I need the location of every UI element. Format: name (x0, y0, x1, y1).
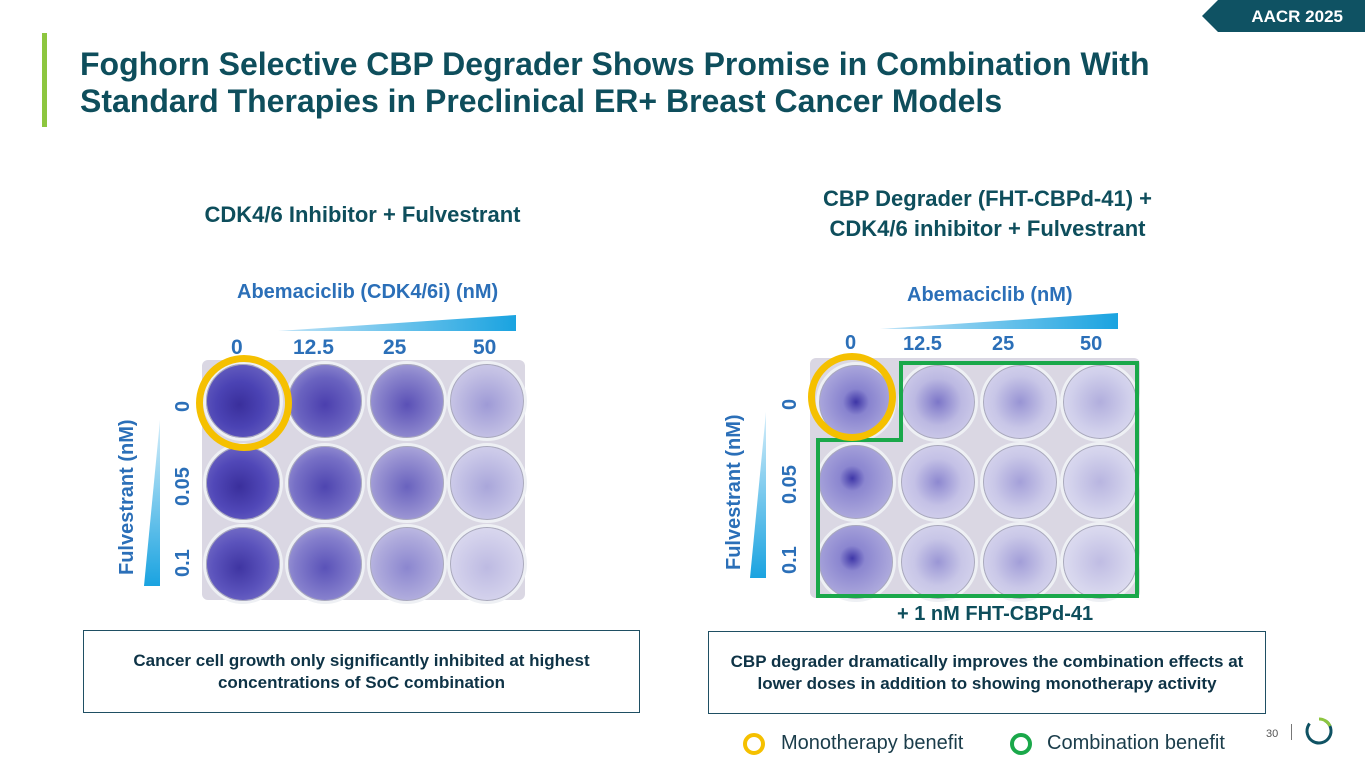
right-x-gradient-wedge (880, 313, 1118, 329)
combo-dose-label: + 1 nM FHT-CBPd-41 (897, 603, 1094, 625)
well-image (980, 442, 1060, 522)
well-image (898, 362, 978, 442)
left-x-axis-label: Abemaciclib (CDK4/6i) (nM) (237, 281, 499, 303)
left-y-tick: 0.05 (172, 467, 194, 506)
left-x-tick: 0 (231, 336, 243, 359)
well-image (447, 361, 527, 441)
mono-legend-ring (743, 733, 765, 755)
left-y-tick: 0.1 (172, 549, 194, 577)
well-image (980, 522, 1060, 602)
well-image (285, 524, 365, 604)
well-image (447, 443, 527, 523)
page-title: Foghorn Selective CBP Degrader Shows Pro… (80, 46, 1150, 119)
well-image (898, 522, 978, 602)
mono-legend-label: Monotherapy benefit (781, 732, 964, 754)
title-accent-bar (42, 33, 47, 127)
well-image (447, 524, 527, 604)
well-image (898, 442, 978, 522)
right-x-tick: 50 (1080, 333, 1103, 355)
well-image (285, 443, 365, 523)
conference-tag-label: AACR 2025 (1251, 7, 1343, 26)
monotherapy-highlight-ring (808, 353, 896, 441)
left-x-gradient-wedge (278, 315, 516, 331)
right-y-tick: 0.1 (779, 546, 801, 574)
right-caption-text: CBP degrader dramatically improves the c… (730, 651, 1244, 693)
well-image (816, 442, 896, 522)
well-image (285, 361, 365, 441)
left-x-tick: 25 (383, 336, 407, 359)
left-y-tick: 0 (172, 400, 194, 412)
footer-divider (1291, 724, 1292, 740)
right-caption-box: CBP degrader dramatically improves the c… (708, 631, 1266, 714)
page-number: 30 (1266, 728, 1279, 740)
left-caption-text: Cancer cell growth only significantly in… (133, 650, 590, 692)
right-y-axis-label: Fulvestrant (nM) (723, 414, 745, 570)
right-x-axis-label: Abemaciclib (nM) (907, 284, 1073, 306)
conference-tag: AACR 2025 (1202, 0, 1365, 32)
left-panel-heading: CDK4/6 Inhibitor + Fulvestrant (204, 202, 521, 227)
right-panel-heading: CBP Degrader (FHT-CBPd-41) + CDK4/6 inhi… (760, 184, 1215, 244)
logo-ring-icon (1305, 717, 1333, 745)
left-x-tick: 50 (473, 336, 497, 359)
left-x-tick: 12.5 (293, 336, 334, 359)
right-y-tick: 0 (779, 398, 801, 410)
left-y-gradient-wedge (144, 420, 160, 586)
monotherapy-highlight-ring (196, 355, 292, 451)
well-image (816, 522, 896, 602)
well-image (367, 361, 447, 441)
combo-legend-label: Combination benefit (1047, 732, 1225, 754)
combination-highlight-outline (816, 361, 1139, 598)
right-x-tick: 0 (845, 332, 857, 354)
left-caption-box: Cancer cell growth only significantly in… (83, 630, 640, 713)
right-x-tick: 25 (992, 333, 1015, 355)
right-x-tick: 12.5 (903, 333, 942, 355)
well-image (367, 443, 447, 523)
combo-legend-ring (1010, 733, 1032, 755)
well-image (367, 524, 447, 604)
well-image (203, 443, 283, 523)
right-heading-line1: CBP Degrader (FHT-CBPd-41) + (822, 186, 1153, 211)
left-y-axis-label: Fulvestrant (nM) (116, 419, 138, 575)
right-heading-line2: CDK4/6 inhibitor + Fulvestrant (829, 216, 1146, 241)
right-y-tick: 0.05 (779, 465, 801, 504)
well-image (203, 524, 283, 604)
right-y-gradient-wedge (750, 412, 766, 578)
